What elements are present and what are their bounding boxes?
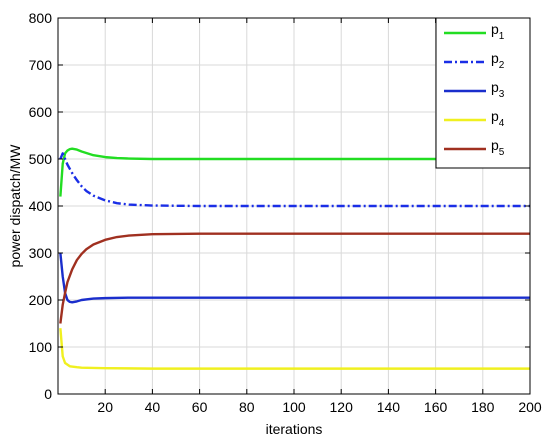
x-tick-label: 120 [330,399,354,415]
legend-label-p1: p1 [491,21,505,42]
series-line-p4 [59,328,530,370]
y-tick-label: 400 [29,198,53,214]
y-tick-label: 500 [29,151,53,167]
x-tick-label: 20 [97,399,113,415]
x-tick-label: 40 [145,399,161,415]
x-tick-label: 200 [518,399,542,415]
legend-name: p [491,21,499,37]
x-tick-label: 100 [282,399,306,415]
ticks: 0 100 200 300 400 500 600 700 800 20 40 60 80 100 120 1… [29,10,542,415]
legend-subscript: 2 [499,60,505,71]
legend-subscript: 3 [499,89,505,100]
legend-subscript: 4 [499,118,505,129]
legend-label-p4: p4 [491,108,505,129]
legend-label-p3: p3 [491,79,505,100]
y-tick-label: 600 [29,104,53,120]
x-tick-label: 180 [471,399,495,415]
legend-name: p [491,79,499,95]
series-line-p5 [59,232,530,324]
x-axis-label: iterations [266,421,323,437]
series-line-p2 [59,152,530,208]
legend-box [435,17,531,169]
y-axis-label: power dispatch/MW [7,144,23,268]
y-tick-label: 200 [29,292,53,308]
y-tick-label: 800 [29,10,53,26]
x-tick-label: 80 [239,399,255,415]
legend-name: p [491,137,499,153]
series-line-p3 [59,252,530,304]
y-tick-label: 0 [44,386,52,402]
series-line-p1 [59,147,530,197]
x-tick-label: 160 [424,399,448,415]
legend-name: p [491,50,499,66]
y-tick-label: 700 [29,57,53,73]
x-tick-label: 60 [192,399,208,415]
legend-subscript: 1 [499,31,505,42]
y-tick-label: 100 [29,339,53,355]
legend-subscript: 5 [499,147,505,158]
legend-label-p5: p5 [491,137,505,158]
legend-name: p [491,108,499,124]
y-tick-label: 300 [29,245,53,261]
legend-label-p2: p2 [491,50,505,71]
series-group [59,147,530,370]
x-tick-label: 140 [377,399,401,415]
